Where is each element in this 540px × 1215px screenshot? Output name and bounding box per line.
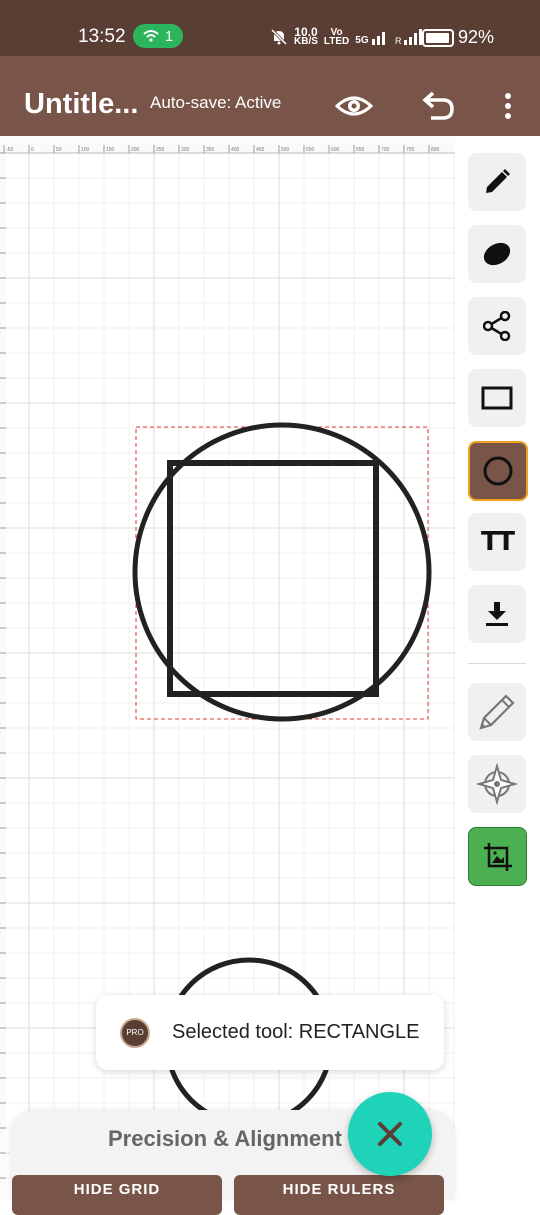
text-tool-button[interactable]: TT <box>468 513 526 571</box>
wifi-hotspot-badge: 1 <box>133 24 183 48</box>
ruler-label: 350 <box>206 147 215 153</box>
document-title[interactable]: Untitle... <box>24 88 139 120</box>
hide-grid-button[interactable]: HIDE GRID <box>12 1175 222 1215</box>
rectangle-shape[interactable] <box>167 460 379 697</box>
network-5g: 5G <box>355 29 388 46</box>
signal-icon-2: R <box>395 29 422 45</box>
hide-rulers-button[interactable]: HIDE RULERS <box>234 1175 444 1215</box>
wifi-count: 1 <box>164 27 174 45</box>
left-ruler-ticks <box>0 152 6 1179</box>
network-speed-value: 10.0 <box>294 25 318 39</box>
toolbar-divider <box>468 663 526 664</box>
ruler-label: 500 <box>281 147 290 153</box>
pencil-icon <box>486 169 510 193</box>
ruler-label: 300 <box>181 147 190 153</box>
ruler-label: 600 <box>331 147 340 153</box>
share-icon <box>483 311 511 341</box>
circle-icon <box>483 456 513 486</box>
circle-shape[interactable] <box>132 422 432 722</box>
status-icons: 10.0 KB/S Vo LTED 5G R <box>270 26 425 48</box>
download-icon <box>486 602 508 626</box>
ruler-label: 150 <box>106 147 115 153</box>
text-icon: TT <box>480 527 515 557</box>
ruler-label: 200 <box>131 147 140 153</box>
download-tool-button[interactable] <box>468 585 526 643</box>
app-logo-text: PRO <box>126 1028 144 1037</box>
circle-tool-button[interactable] <box>468 441 528 501</box>
crop-image-icon <box>483 842 512 871</box>
app-logo: PRO <box>120 1017 150 1048</box>
draw-pencil-icon <box>479 694 515 730</box>
ruler-label: 800 <box>431 147 440 153</box>
ruler-label: 750 <box>406 147 415 153</box>
rectangle-tool-button[interactable] <box>468 369 526 427</box>
volte-indicator: Vo LTED <box>323 27 350 47</box>
battery-percent: 92% <box>458 27 495 47</box>
eraser-icon <box>483 242 511 266</box>
ruler-label: 550 <box>306 147 315 153</box>
ruler-label: -50 <box>6 147 13 153</box>
network-5g-label: 5G <box>355 35 369 46</box>
signal-icon <box>371 32 385 45</box>
close-fab[interactable] <box>348 1092 432 1176</box>
more-vert-icon <box>505 93 511 119</box>
eraser-tool-button[interactable] <box>468 225 526 283</box>
ruler-label: 250 <box>156 147 165 153</box>
compass-icon <box>476 763 518 805</box>
svg-text:R: R <box>395 36 402 45</box>
wifi-icon <box>143 30 159 42</box>
ruler-label: 0 <box>31 147 34 153</box>
undo-button[interactable] <box>418 86 458 126</box>
autosave-status: Auto-save: Active <box>150 93 282 112</box>
toast-notification: PRO Selected tool: RECTANGLE <box>96 995 444 1070</box>
mute-bell-icon <box>270 28 288 46</box>
close-icon <box>378 1122 402 1146</box>
left-ruler[interactable] <box>0 153 7 1200</box>
rectangle-icon <box>481 386 513 410</box>
draw-pencil-tool-button[interactable] <box>468 683 526 741</box>
crop-image-tool-button[interactable] <box>468 827 527 886</box>
ruler-label: 50 <box>56 147 62 153</box>
eye-icon <box>335 96 373 116</box>
more-options-button[interactable] <box>488 86 528 126</box>
ruler-label: 400 <box>231 147 240 153</box>
battery: 92% <box>422 27 494 48</box>
network-speed: 10.0 KB/S <box>294 25 318 47</box>
battery-icon <box>422 28 454 47</box>
ruler-labels: -50 0 50 100 150 200 250 300 350 400 450 500 550 600 6… <box>3 145 440 153</box>
undo-icon <box>422 91 454 120</box>
pencil-tool-button[interactable] <box>468 153 526 211</box>
ruler-label: 450 <box>256 147 265 153</box>
preview-button[interactable] <box>334 86 374 126</box>
volte-bottom: LTED <box>323 36 350 47</box>
ruler-label: 650 <box>356 147 365 153</box>
status-time: 13:52 <box>78 26 126 47</box>
app-bar: Untitle... Auto-save: Active <box>0 56 540 136</box>
sheet-title: Precision & Alignment <box>108 1126 342 1151</box>
top-ruler[interactable] <box>0 137 455 153</box>
status-bar: 13:52 1 10.0 KB/S Vo LTED 5G <box>0 0 540 56</box>
volte-top: Vo <box>330 27 343 38</box>
toast-message: Selected tool: RECTANGLE <box>172 1021 420 1043</box>
share-tool-button[interactable] <box>468 297 526 355</box>
ruler-label: 100 <box>81 147 90 153</box>
tool-panel: TT <box>455 137 540 1200</box>
ruler-label: 700 <box>381 147 390 153</box>
compass-tool-button[interactable] <box>468 755 526 813</box>
network-speed-unit: KB/S <box>294 36 318 47</box>
